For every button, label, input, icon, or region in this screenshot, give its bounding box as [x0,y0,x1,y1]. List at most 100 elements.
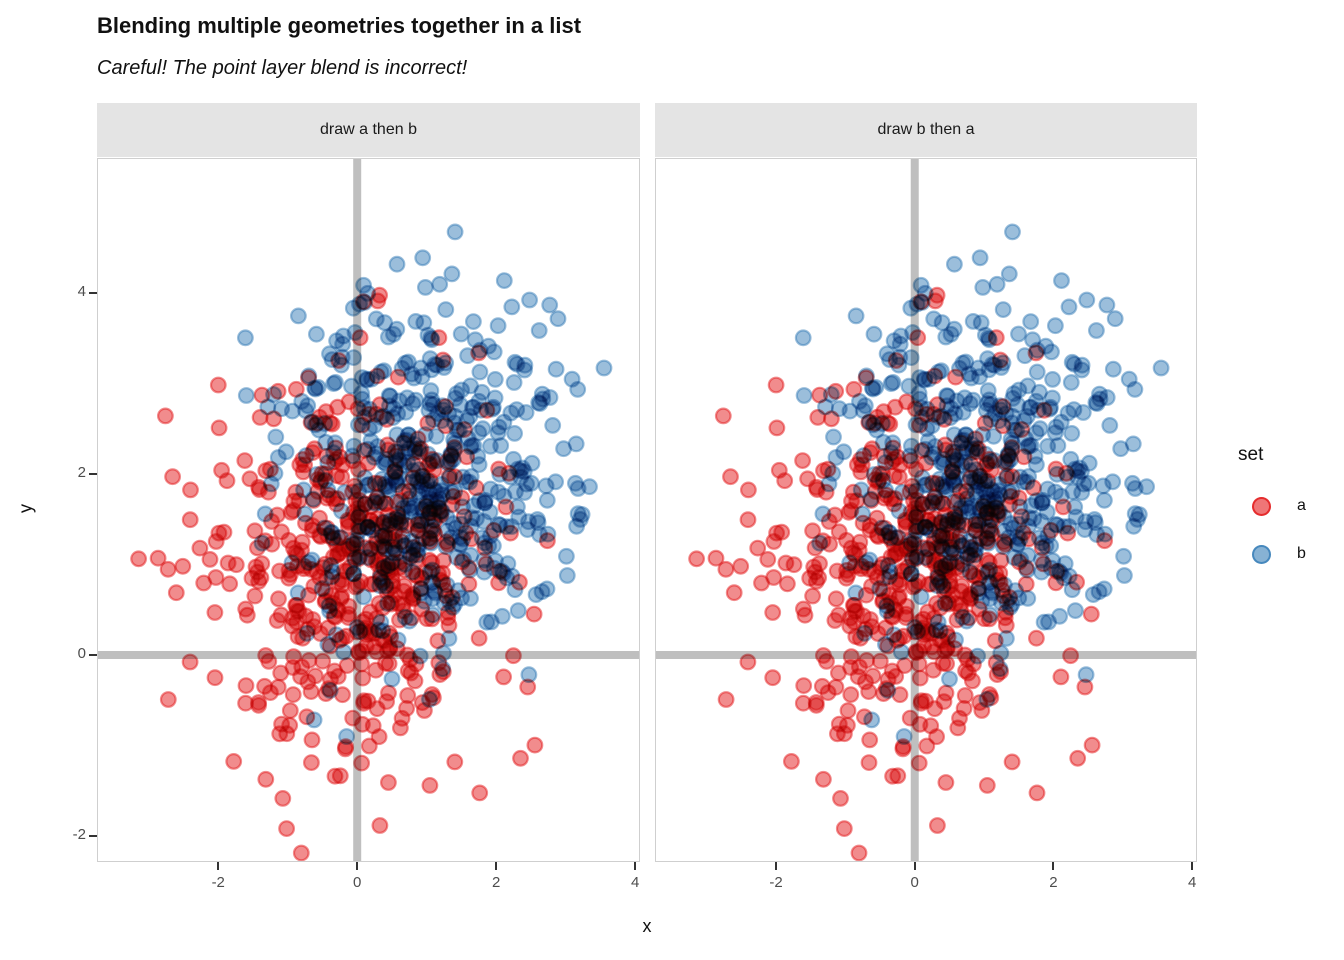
legend-title: set [1238,444,1264,465]
data-point-b [237,387,255,404]
data-point-a [996,535,1014,553]
data-point-a [1096,532,1114,550]
data-point-a [882,548,900,566]
data-point-a [845,380,863,398]
data-point-a [911,669,929,687]
data-point-a [896,511,914,529]
data-point-a [221,575,239,593]
data-point-b [520,513,537,531]
data-point-b [505,450,522,468]
data-point-a [868,526,886,544]
data-point-b [1106,310,1124,328]
data-point-b [937,328,955,346]
data-point-a [852,451,869,468]
data-point-a [764,669,782,687]
data-point-a [994,417,1012,435]
data-point-a [979,472,997,490]
data-point-b [1053,272,1070,289]
x-tick-label: 2 [1049,874,1058,891]
data-point-a [835,820,853,837]
data-point-a [353,655,370,673]
data-point-b [555,440,573,458]
data-point-a [830,715,848,733]
data-point-b [305,711,323,729]
data-point-a [1028,629,1045,647]
data-point-b [925,310,943,328]
data-point-a [1068,573,1086,591]
data-point-a [717,560,735,578]
data-point-a [344,709,362,727]
data-point-a [1010,553,1028,571]
data-point-a [996,453,1014,470]
data-point-a [269,678,287,696]
data-point-a [292,844,310,861]
data-point-a [979,504,996,521]
data-point-b [323,524,341,542]
x-tick-mark [356,862,359,870]
data-point-b [434,660,452,678]
data-point-a [1020,530,1038,548]
data-point-b [520,666,538,684]
x-tick-mark [1191,862,1194,870]
data-point-b [971,368,988,386]
data-point-b [498,569,516,587]
data-point-a [906,577,924,594]
data-point-a [1001,589,1019,606]
data-point-a [306,667,324,685]
data-point-b [395,499,412,517]
data-point-a [238,606,256,624]
data-point-b [289,307,307,325]
legend-item-label: a [1297,497,1306,514]
data-point-a [367,661,385,679]
data-point-a [470,629,488,647]
data-point-b [375,407,392,425]
data-point-a [505,647,522,665]
data-point-a [934,495,952,513]
data-point-b [471,363,489,381]
data-point-a [181,511,199,529]
data-point-a [512,749,529,767]
data-point-b [387,443,404,460]
data-point-b [267,428,285,446]
data-point-a [260,653,278,670]
data-point-a [380,774,397,791]
data-point-a [1062,647,1080,665]
data-point-b [480,337,497,355]
data-point-a [906,499,924,517]
data-point-b [345,437,363,455]
facet-panel-draw-b-then-a [655,158,1197,862]
data-point-b [533,583,551,601]
data-point-a [174,557,192,575]
data-point-b [458,473,475,491]
data-point-a [753,574,770,592]
scatter-canvas [98,159,639,861]
data-point-a [209,376,227,394]
data-point-a [804,587,822,605]
data-point-b [462,517,480,535]
data-point-a [874,582,892,600]
data-point-a [822,410,840,428]
data-point-a [980,610,998,628]
data-point-a [827,590,845,608]
data-point-a [1013,508,1030,526]
data-point-b [1051,607,1069,625]
data-point-b [1073,356,1091,374]
data-point-a [923,575,940,593]
data-point-a [329,398,347,416]
data-point-a [937,774,955,791]
data-point-a [768,419,786,437]
data-point-a [1033,539,1051,557]
data-point-b [446,223,464,241]
data-point-b [486,370,504,388]
data-point-b [313,580,331,598]
data-point-a [725,584,743,602]
data-point-b [948,392,966,410]
data-point-a [371,817,389,834]
data-point-b [289,584,307,602]
data-point-b [1116,567,1133,584]
data-point-a [241,470,259,488]
data-point-b [421,691,438,708]
data-point-a [1069,749,1087,767]
data-point-a [732,557,750,575]
data-point-a [841,617,859,635]
